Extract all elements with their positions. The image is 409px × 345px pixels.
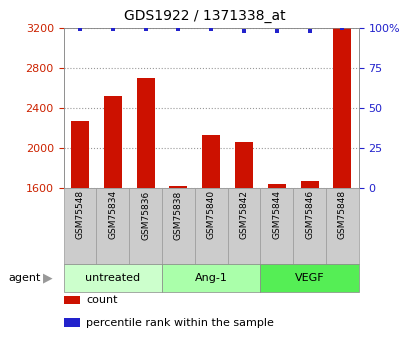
Bar bbox=[300, 181, 318, 188]
Text: agent: agent bbox=[8, 273, 40, 283]
Bar bbox=[96, 188, 129, 264]
Bar bbox=[333, 28, 351, 188]
Bar bbox=[63, 188, 96, 264]
Text: GSM75840: GSM75840 bbox=[206, 190, 215, 239]
Text: GSM75838: GSM75838 bbox=[173, 190, 182, 239]
Bar bbox=[162, 264, 260, 292]
Text: count: count bbox=[86, 295, 117, 305]
Point bbox=[175, 27, 181, 32]
Bar bbox=[129, 188, 162, 264]
Bar bbox=[227, 188, 260, 264]
Bar bbox=[267, 184, 285, 188]
Point bbox=[76, 27, 83, 32]
Text: GSM75834: GSM75834 bbox=[108, 190, 117, 239]
Text: GSM75548: GSM75548 bbox=[75, 190, 84, 239]
Text: GSM75844: GSM75844 bbox=[272, 190, 281, 239]
Text: Ang-1: Ang-1 bbox=[194, 273, 227, 283]
Bar bbox=[234, 142, 252, 188]
Bar bbox=[63, 264, 162, 292]
Point bbox=[273, 28, 279, 33]
Bar bbox=[136, 78, 154, 188]
Bar bbox=[194, 188, 227, 264]
Point bbox=[109, 27, 116, 32]
Text: GSM75848: GSM75848 bbox=[337, 190, 346, 239]
Bar bbox=[169, 186, 187, 188]
Point bbox=[207, 27, 214, 32]
Bar bbox=[202, 135, 220, 188]
Bar bbox=[325, 188, 358, 264]
Text: GSM75846: GSM75846 bbox=[304, 190, 313, 239]
Bar bbox=[260, 264, 358, 292]
Point bbox=[142, 27, 148, 32]
Bar bbox=[71, 121, 89, 188]
Text: ▶: ▶ bbox=[43, 271, 52, 284]
Point bbox=[338, 25, 345, 30]
Point bbox=[240, 28, 247, 33]
Text: VEGF: VEGF bbox=[294, 273, 324, 283]
Text: percentile rank within the sample: percentile rank within the sample bbox=[86, 318, 273, 327]
Text: GDS1922 / 1371338_at: GDS1922 / 1371338_at bbox=[124, 9, 285, 23]
Bar bbox=[162, 188, 194, 264]
Text: GSM75836: GSM75836 bbox=[141, 190, 150, 239]
Text: untreated: untreated bbox=[85, 273, 140, 283]
Bar bbox=[260, 188, 292, 264]
Bar bbox=[103, 96, 121, 188]
Point bbox=[306, 28, 312, 33]
Text: GSM75842: GSM75842 bbox=[239, 190, 248, 239]
Bar bbox=[292, 188, 325, 264]
